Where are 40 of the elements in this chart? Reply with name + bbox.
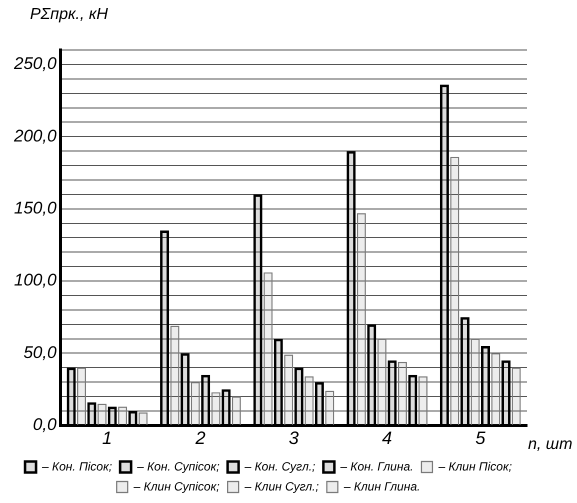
bar	[325, 390, 334, 425]
y-axis-title: PΣпрк., кН	[30, 6, 108, 24]
bar	[170, 326, 180, 425]
bar	[118, 406, 128, 425]
bar	[418, 376, 428, 425]
bar	[450, 156, 460, 425]
bar	[284, 354, 294, 425]
x-tick-label: 3	[288, 428, 299, 448]
legend-label: – Кон. Сугл.;	[244, 459, 316, 474]
x-tick-label: 2	[194, 428, 206, 448]
bar	[377, 338, 386, 425]
legend-label: – Клин Сугл.;	[244, 479, 319, 494]
legend-label: – Кон. Пісок;	[41, 459, 112, 474]
y-tick-label: 200,0	[12, 126, 58, 146]
legend-label: – Клин Супісок;	[132, 479, 220, 494]
x-axis-title: n, шт	[528, 436, 572, 454]
y-tick-label: 100,0	[14, 270, 58, 290]
x-tick-label: 1	[102, 428, 112, 448]
legend-label: – Клин Пісок;	[437, 459, 512, 474]
y-tick-label: 0,0	[32, 415, 58, 434]
bar	[491, 353, 500, 425]
bar	[211, 392, 220, 425]
legend-label: – Кон. Глина.	[339, 459, 414, 474]
x-tick-label: 5	[475, 428, 486, 448]
bar	[264, 272, 273, 425]
bar	[512, 368, 521, 425]
y-tick-label: 150,0	[14, 198, 58, 218]
bar	[398, 362, 407, 425]
bar	[304, 376, 314, 425]
bar	[190, 382, 200, 425]
bar	[77, 368, 86, 425]
bar	[356, 213, 366, 425]
bar	[98, 404, 107, 425]
legend-label: – Кон. Супісок;	[136, 459, 220, 474]
x-tick-label: 4	[382, 428, 392, 448]
legend-label: – Клин Глина.	[342, 479, 420, 494]
y-tick-label: 250,0	[12, 54, 58, 74]
bar	[470, 338, 480, 425]
y-tick-label: 50,0	[23, 342, 58, 362]
bar	[232, 396, 241, 425]
